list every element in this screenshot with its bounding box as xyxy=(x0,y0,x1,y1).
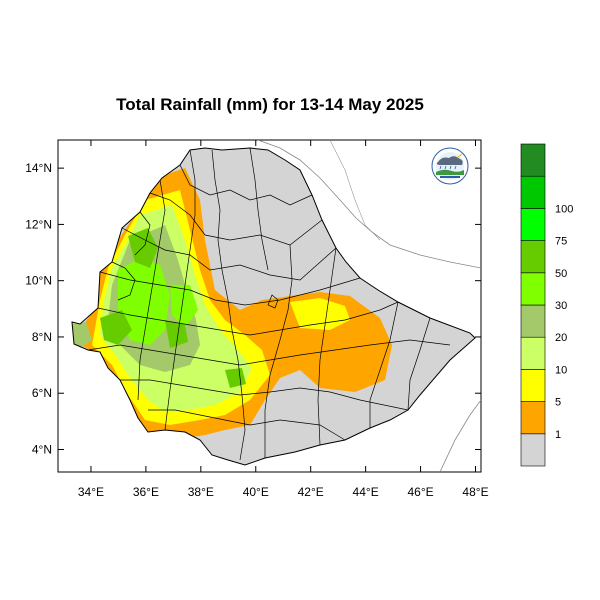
colorbar-swatch xyxy=(520,175,546,209)
rainfall-zone-30-50 xyxy=(118,258,170,345)
rainfall-zone-50-75-center xyxy=(165,320,188,348)
x-tick-label: 44°E xyxy=(353,485,379,499)
colorbar-label: 100 xyxy=(555,203,573,215)
x-tick-label: 42°E xyxy=(298,485,324,499)
y-tick-label: 8°N xyxy=(32,330,52,344)
colorbar-swatch xyxy=(520,304,546,338)
y-axis: 14°N 12°N 10°N 8°N 6°N 4°N xyxy=(25,161,481,456)
colorbar-label: 20 xyxy=(555,332,567,344)
colorbar-label: 75 xyxy=(555,236,567,248)
x-tick-label: 36°E xyxy=(133,485,159,499)
rainfall-zone-5-10-east xyxy=(290,298,350,330)
admin-boundaries xyxy=(87,148,451,461)
colorbar-swatch xyxy=(520,240,546,274)
map-content xyxy=(71,140,481,472)
colorbar-swatch xyxy=(520,369,546,402)
colorbar-label: 50 xyxy=(555,268,567,280)
colorbar-swatch xyxy=(520,336,546,370)
map-title: Total Rainfall (mm) for 13-14 May 2025 xyxy=(116,95,424,114)
somali-coastline xyxy=(439,399,481,472)
colorbar-swatch xyxy=(520,401,546,435)
colorbar-label: 1 xyxy=(555,429,561,441)
colorbar: 1 5 10 20 30 50 75 100 xyxy=(520,143,573,467)
arabian-coastline xyxy=(329,140,381,241)
y-tick-label: 14°N xyxy=(25,161,52,175)
y-tick-label: 10°N xyxy=(25,274,52,288)
x-axis: 34°E 36°E 38°E 40°E 42°E 44°E 46°E 48°E xyxy=(78,140,489,499)
y-tick-label: 12°N xyxy=(25,217,52,231)
colorbar-swatch xyxy=(520,433,546,467)
colorbar-label: 10 xyxy=(555,364,567,376)
colorbar-label: 30 xyxy=(555,300,567,312)
rainfall-zone-50-75-south xyxy=(100,310,132,345)
x-tick-label: 34°E xyxy=(78,485,104,499)
colorbar-swatch xyxy=(520,143,546,177)
rainfall-zone-50-75 xyxy=(128,228,158,268)
x-tick-label: 48°E xyxy=(462,485,488,499)
rainfall-fields xyxy=(72,168,392,440)
colorbar-label: 5 xyxy=(555,397,561,409)
ethiopia-outline xyxy=(71,147,476,466)
rainfall-zone-30-50-east xyxy=(170,285,198,328)
colorbar-swatch xyxy=(520,208,546,241)
colorbar-swatch xyxy=(520,272,546,306)
x-tick-label: 46°E xyxy=(407,485,433,499)
x-tick-label: 40°E xyxy=(243,485,269,499)
red-sea-coastline xyxy=(257,140,481,269)
y-tick-label: 6°N xyxy=(32,386,52,400)
x-tick-label: 38°E xyxy=(188,485,214,499)
y-tick-label: 4°N xyxy=(32,442,52,456)
ethiopian-meteorology-institute-logo xyxy=(431,147,469,185)
